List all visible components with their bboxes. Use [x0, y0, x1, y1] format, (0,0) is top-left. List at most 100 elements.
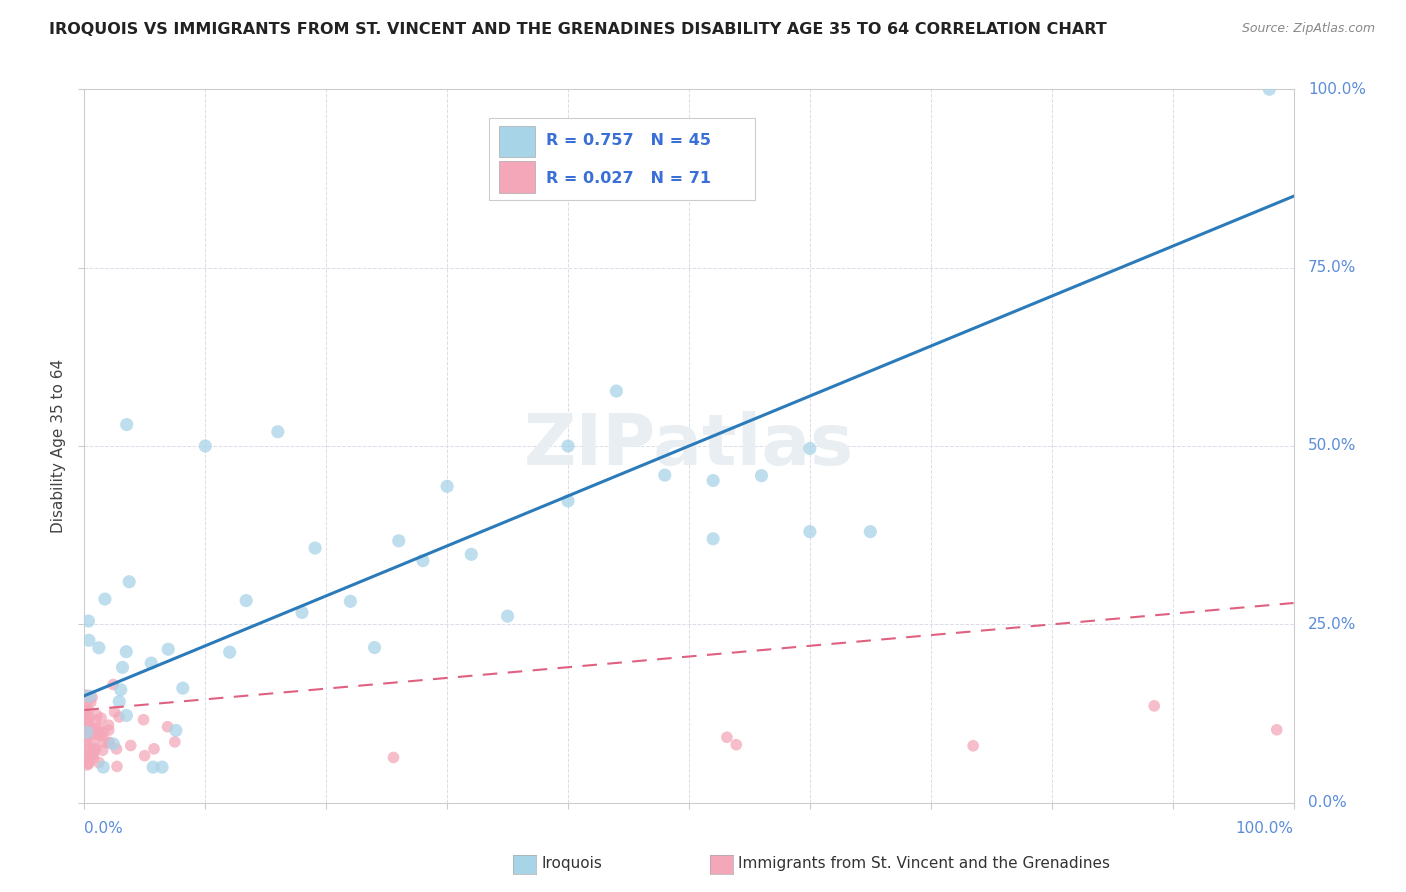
Point: [702, 474, 724, 488]
Point: [1143, 698, 1166, 713]
Point: [76, 756, 98, 770]
Point: [105, 759, 128, 773]
Point: [118, 574, 141, 589]
Point: [76, 727, 98, 741]
Point: [84, 741, 107, 756]
Point: [73, 706, 96, 721]
Point: [132, 713, 155, 727]
Point: [73, 731, 96, 745]
Point: [76, 757, 98, 772]
Point: [105, 742, 128, 756]
Point: [150, 760, 173, 774]
Point: [108, 710, 131, 724]
Point: [143, 741, 166, 756]
Point: [97, 735, 120, 749]
Text: IROQUOIS VS IMMIGRANTS FROM ST. VINCENT AND THE GRENADINES DISABILITY AGE 35 TO : IROQUOIS VS IMMIGRANTS FROM ST. VINCENT …: [49, 22, 1107, 37]
Point: [77, 614, 100, 628]
Point: [115, 708, 138, 723]
FancyBboxPatch shape: [499, 126, 536, 157]
Point: [716, 731, 738, 745]
Point: [436, 479, 458, 493]
Point: [76, 714, 98, 728]
Point: [235, 593, 257, 607]
Point: [84, 727, 107, 741]
Point: [87, 721, 110, 735]
Point: [163, 735, 186, 749]
Point: [77, 710, 100, 724]
Point: [165, 723, 187, 738]
Point: [142, 760, 165, 774]
Text: Iroquois: Iroquois: [541, 856, 602, 871]
Point: [73, 711, 96, 725]
Point: [90, 728, 112, 742]
Point: [77, 703, 100, 717]
Point: [725, 738, 748, 752]
Point: [1265, 723, 1288, 737]
Point: [108, 695, 131, 709]
Text: 0.0%: 0.0%: [84, 821, 124, 836]
Point: [339, 594, 361, 608]
Text: ZIPatlas: ZIPatlas: [524, 411, 853, 481]
Text: 100.0%: 100.0%: [1236, 821, 1294, 836]
Point: [194, 439, 217, 453]
Point: [103, 737, 125, 751]
Point: [84, 714, 107, 728]
Point: [80, 690, 103, 705]
Point: [557, 439, 579, 453]
Point: [73, 750, 96, 764]
Point: [110, 682, 132, 697]
FancyBboxPatch shape: [489, 118, 755, 200]
Point: [94, 592, 117, 607]
Point: [97, 718, 120, 732]
Text: 0.0%: 0.0%: [1308, 796, 1347, 810]
Point: [496, 609, 519, 624]
Text: 25.0%: 25.0%: [1308, 617, 1357, 632]
Point: [79, 723, 101, 737]
Point: [79, 695, 101, 709]
Point: [382, 750, 405, 764]
Point: [83, 742, 105, 756]
Point: [87, 756, 110, 770]
Point: [388, 533, 411, 548]
Point: [83, 734, 105, 748]
Point: [91, 743, 114, 757]
Point: [218, 645, 240, 659]
Point: [77, 633, 100, 648]
Point: [76, 714, 98, 728]
Point: [77, 721, 100, 735]
Point: [86, 722, 108, 736]
Point: [79, 747, 101, 762]
Point: [702, 532, 724, 546]
Point: [73, 723, 96, 737]
Point: [73, 719, 96, 733]
Point: [77, 689, 100, 703]
Point: [73, 723, 96, 738]
Point: [157, 642, 180, 657]
Point: [799, 524, 821, 539]
Point: [82, 747, 104, 761]
Point: [1258, 82, 1281, 96]
Point: [83, 742, 105, 756]
Point: [75, 728, 97, 742]
Point: [111, 660, 134, 674]
Point: [97, 723, 120, 738]
Point: [291, 606, 314, 620]
Text: 75.0%: 75.0%: [1308, 260, 1357, 275]
Point: [115, 645, 138, 659]
Point: [76, 739, 98, 754]
Point: [80, 747, 103, 762]
Point: [86, 708, 108, 723]
Point: [799, 442, 821, 456]
Point: [412, 554, 434, 568]
Point: [172, 681, 194, 695]
Point: [267, 425, 290, 439]
Point: [75, 688, 97, 702]
Text: Source: ZipAtlas.com: Source: ZipAtlas.com: [1241, 22, 1375, 36]
Point: [134, 748, 156, 763]
Point: [86, 726, 108, 740]
Point: [77, 721, 100, 735]
Point: [115, 417, 138, 432]
Point: [120, 739, 142, 753]
Point: [77, 756, 100, 771]
Point: [557, 494, 579, 508]
